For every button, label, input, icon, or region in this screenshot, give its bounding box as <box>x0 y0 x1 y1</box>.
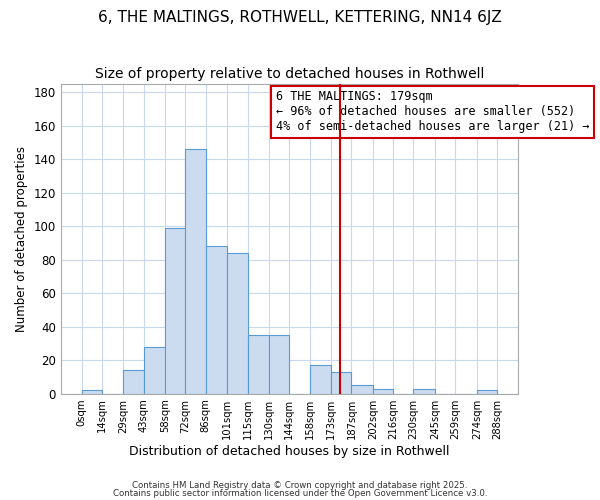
Text: Contains public sector information licensed under the Open Government Licence v3: Contains public sector information licen… <box>113 489 487 498</box>
Text: Contains HM Land Registry data © Crown copyright and database right 2025.: Contains HM Land Registry data © Crown c… <box>132 480 468 490</box>
Bar <box>310 366 331 394</box>
Bar <box>206 246 227 394</box>
Bar <box>331 372 352 394</box>
Text: 6 THE MALTINGS: 179sqm
← 96% of detached houses are smaller (552)
4% of semi-det: 6 THE MALTINGS: 179sqm ← 96% of detached… <box>275 90 589 133</box>
Title: Size of property relative to detached houses in Rothwell: Size of property relative to detached ho… <box>95 68 484 82</box>
Bar <box>477 390 497 394</box>
Bar <box>185 150 206 394</box>
Bar <box>143 347 165 394</box>
X-axis label: Distribution of detached houses by size in Rothwell: Distribution of detached houses by size … <box>129 444 449 458</box>
Bar <box>124 370 143 394</box>
Bar <box>373 388 393 394</box>
Bar <box>248 335 269 394</box>
Bar <box>413 388 435 394</box>
Bar <box>82 390 102 394</box>
Bar <box>227 253 248 394</box>
Bar <box>352 386 373 394</box>
Bar <box>269 335 289 394</box>
Y-axis label: Number of detached properties: Number of detached properties <box>15 146 28 332</box>
Bar <box>165 228 185 394</box>
Text: 6, THE MALTINGS, ROTHWELL, KETTERING, NN14 6JZ: 6, THE MALTINGS, ROTHWELL, KETTERING, NN… <box>98 10 502 25</box>
